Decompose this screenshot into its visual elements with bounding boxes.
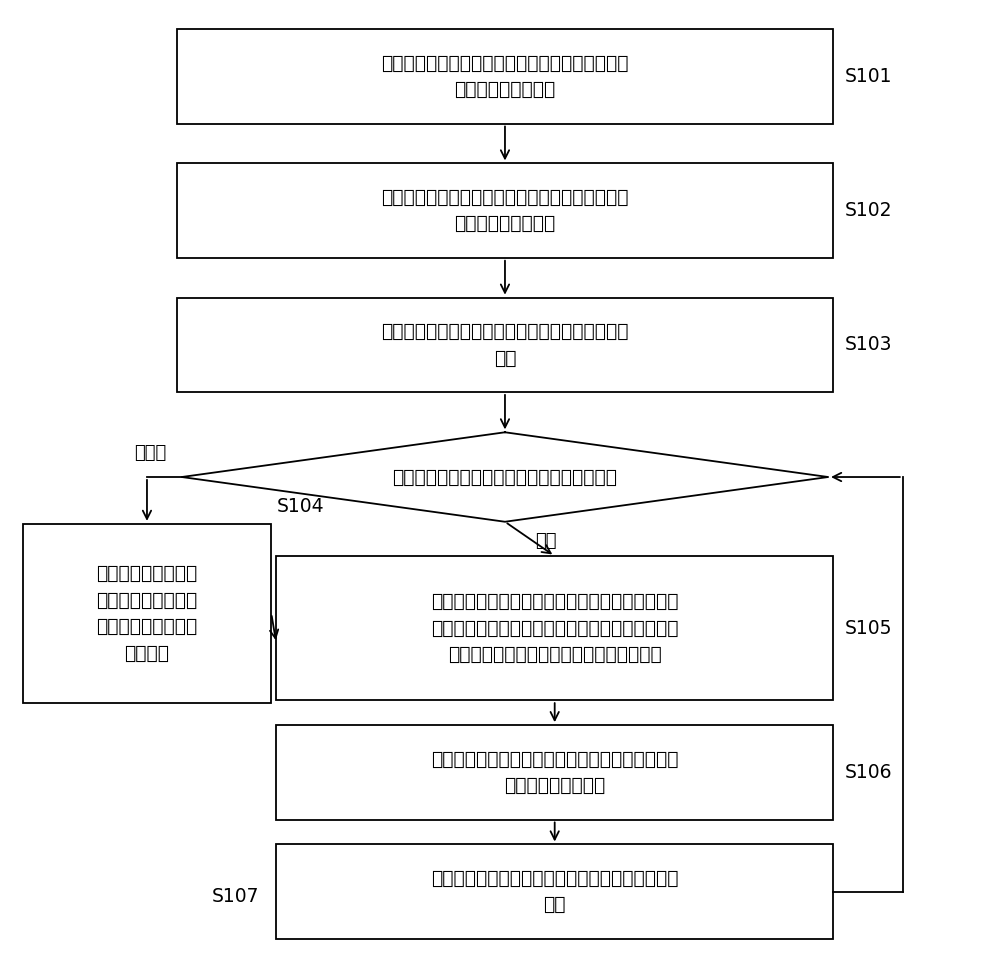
Bar [177, 163, 833, 258]
Bar [23, 524, 271, 703]
Polygon shape [182, 433, 828, 522]
Bar [276, 725, 833, 820]
Text: S103: S103 [845, 336, 893, 354]
Text: 判定该当前从检测设
备和上一检测设备之
间的漏缆线路存在问
题并警报: 判定该当前从检测设 备和上一检测设备之 间的漏缆线路存在问 题并警报 [96, 564, 198, 663]
Bar [276, 844, 833, 939]
Bar [177, 29, 833, 124]
Text: S101: S101 [845, 67, 893, 86]
Text: 响应启动检测操作指令，按预设第一输出功率发送
第一检测信号至漏缆: 响应启动检测操作指令，按预设第一输出功率发送 第一检测信号至漏缆 [381, 54, 629, 99]
Text: 判断该功率差值是否符合预设的插入损耗要求: 判断该功率差值是否符合预设的插入损耗要求 [392, 468, 617, 486]
Text: 计算所述第二实际功率和所述第二输出功率的功率
差值: 计算所述第二实际功率和所述第二输出功率的功率 差值 [431, 869, 678, 914]
Bar [276, 556, 833, 700]
Text: S105: S105 [845, 619, 893, 638]
Text: S106: S106 [845, 762, 893, 782]
Text: 获取所述当前从检测设备所检测到的所述第二检测
信号的第二实际功率: 获取所述当前从检测设备所检测到的所述第二检测 信号的第二实际功率 [431, 750, 678, 795]
Text: S104: S104 [276, 497, 324, 516]
Bar [177, 297, 833, 392]
Text: 控制所述当前从检测设备按预设第二输出功率发送
第二检测信号至漏缆，并将所述当前从检测设备对
应的下一从检测设备默认为当前从检测设备: 控制所述当前从检测设备按预设第二输出功率发送 第二检测信号至漏缆，并将所述当前从… [431, 592, 678, 665]
Text: 不符合: 不符合 [135, 444, 167, 462]
Text: 获取所述当前从检测设备所检测到的所述第一检测
信号的第一实际功率: 获取所述当前从检测设备所检测到的所述第一检测 信号的第一实际功率 [381, 188, 629, 233]
Text: 符合: 符合 [535, 531, 556, 550]
Text: S102: S102 [845, 201, 893, 220]
Text: 计算所述第一实际功率和所述第一输出功率的功率
差值: 计算所述第一实际功率和所述第一输出功率的功率 差值 [381, 322, 629, 367]
Text: S107: S107 [212, 887, 259, 906]
